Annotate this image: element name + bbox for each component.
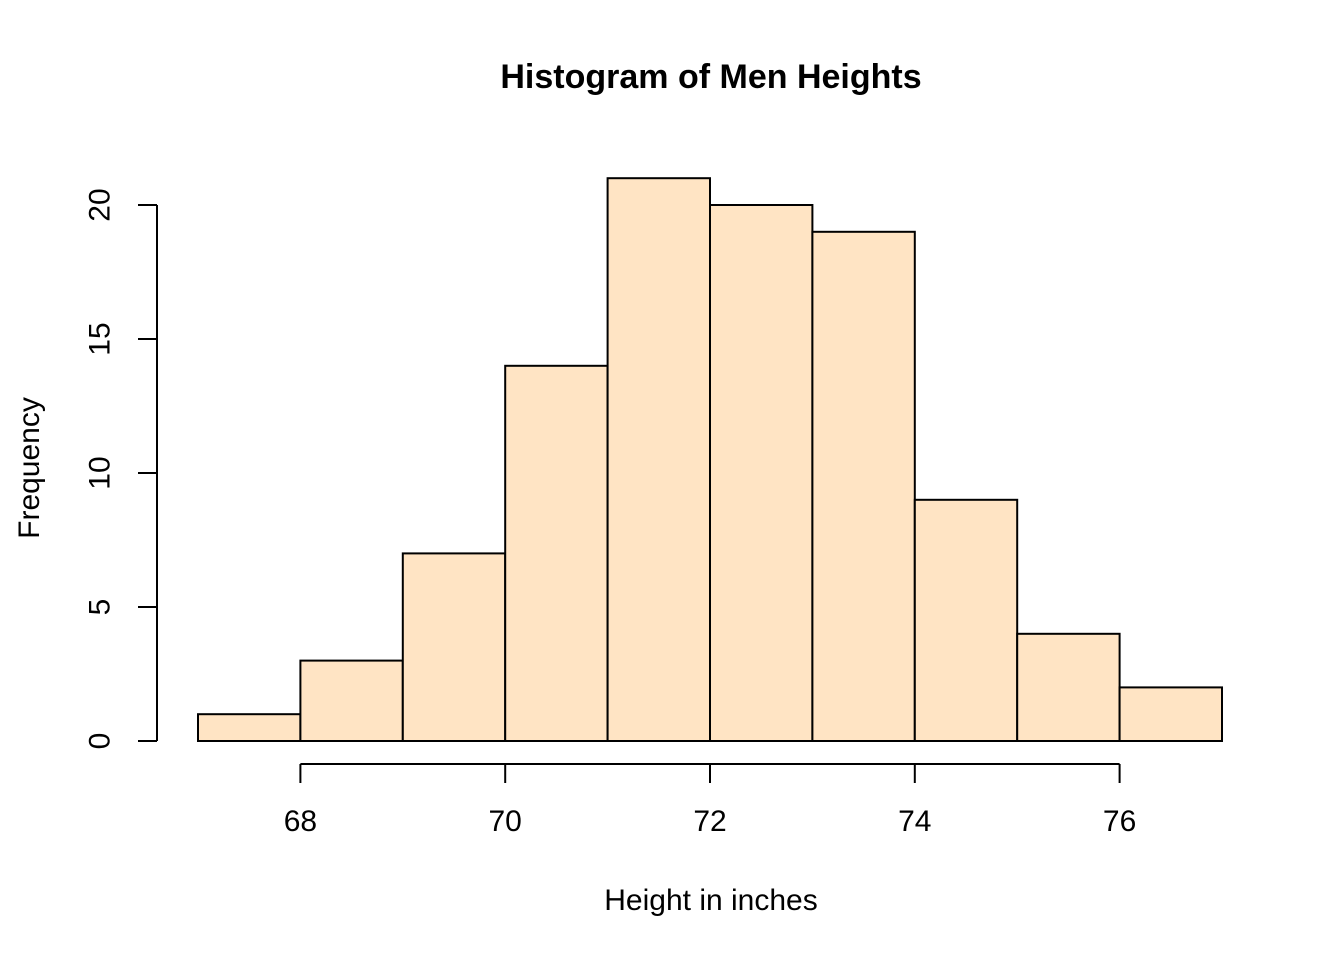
y-tick-label: 10	[84, 456, 117, 489]
histogram-bar	[1118, 686, 1223, 743]
y-tick-label: 5	[84, 599, 117, 616]
x-tick-label: 70	[489, 805, 522, 838]
histogram-bar	[913, 498, 1019, 742]
x-tick-label: 76	[1103, 805, 1136, 838]
histogram-bar	[709, 204, 814, 742]
y-tick-label: 15	[84, 322, 117, 355]
histogram-bar	[504, 364, 609, 742]
y-tick-label: 20	[84, 188, 117, 221]
histogram-bar	[299, 659, 404, 742]
x-tick-label: 72	[693, 805, 726, 838]
histogram-bar	[1016, 632, 1121, 742]
chart-title: Histogram of Men Heights	[500, 58, 922, 96]
x-tick-label: 74	[898, 805, 931, 838]
histogram-bar	[606, 177, 711, 742]
x-tick-label: 68	[284, 805, 317, 838]
histogram-bar	[197, 713, 302, 743]
y-tick-label: 0	[84, 733, 117, 750]
y-axis-title: Frequency	[13, 397, 46, 539]
histogram-bar	[401, 552, 507, 743]
x-axis-title: Height in inches	[604, 884, 818, 917]
histogram-bar	[811, 230, 916, 743]
